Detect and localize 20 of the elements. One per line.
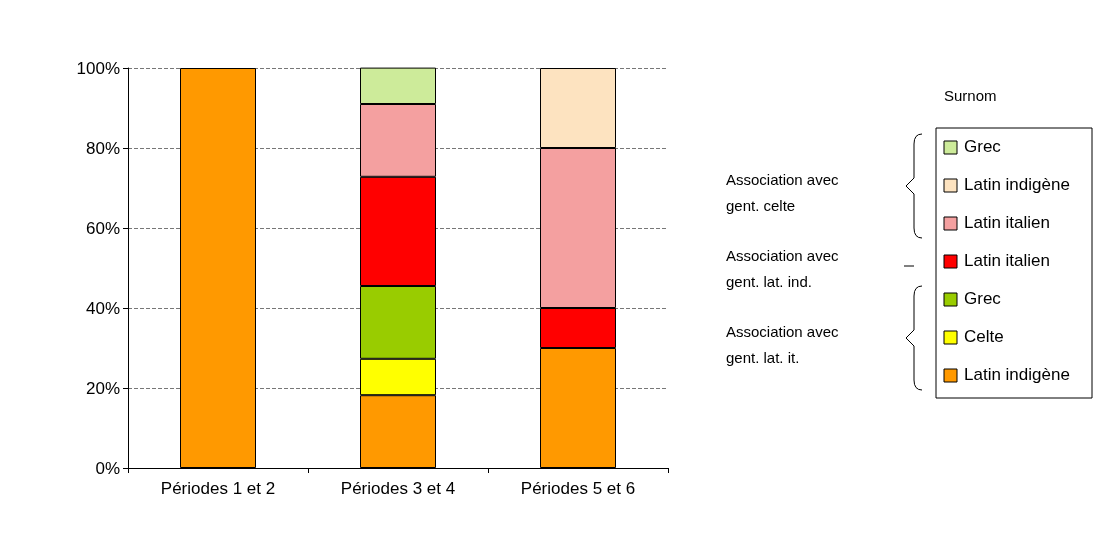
- legend-label: Latin indigène: [964, 365, 1070, 384]
- text: Association avec gent. lat. it.: [726, 322, 843, 366]
- legend-label: Latin indigène: [964, 175, 1070, 194]
- x-tick-label: Périodes 3 et 4: [340, 479, 456, 498]
- legend-label: Celte: [964, 327, 1004, 346]
- y-tick-label: 100%: [76, 58, 120, 78]
- x-tick-label: Périodes 1 et 2: [160, 479, 276, 498]
- x-tick-label: Périodes 5 et 6: [520, 479, 636, 498]
- y-tick-label: 20%: [85, 378, 120, 398]
- legend-label: Grec: [964, 137, 1002, 156]
- y-tick-label: 0%: [95, 458, 120, 478]
- legend-label: Latin italien: [964, 251, 1051, 270]
- y-tick-label: 80%: [85, 138, 120, 158]
- y-tick-label: 40%: [85, 298, 120, 318]
- text: Association avec gent. celte: [726, 170, 843, 214]
- text: Association avec gent. lat. ind.: [726, 246, 843, 290]
- legend-label: Latin italien: [964, 213, 1051, 232]
- legend-label: Grec: [964, 289, 1002, 308]
- legend-title: Surnom: [944, 87, 997, 104]
- y-tick-label: 60%: [85, 218, 120, 238]
